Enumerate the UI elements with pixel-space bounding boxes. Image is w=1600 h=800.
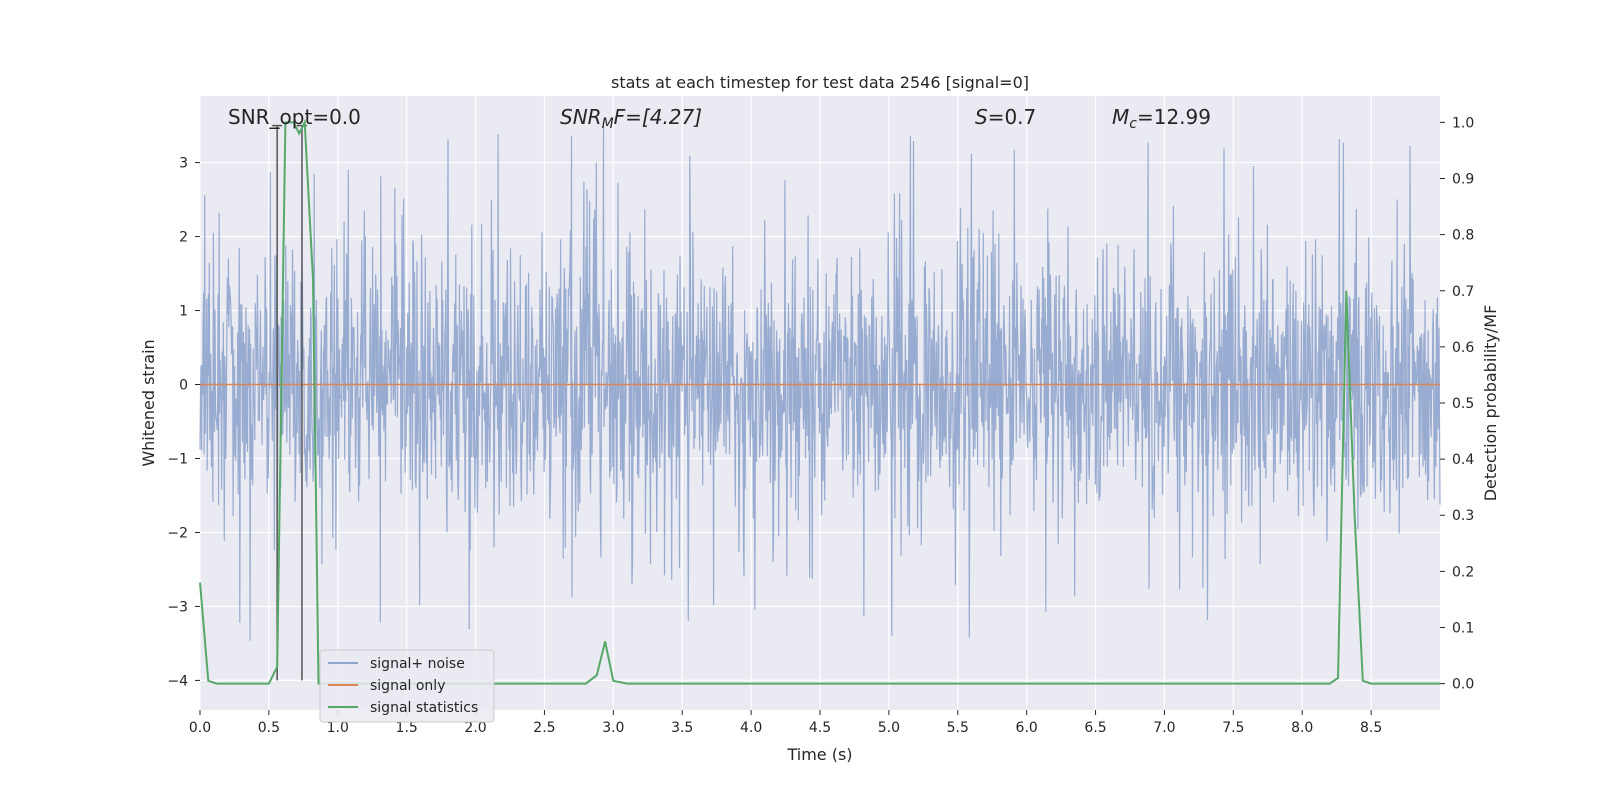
y2-tick-label-4: 0.6 [1452, 340, 1474, 356]
x-tick-label-8: 4.0 [740, 720, 762, 736]
y2-tick-label-10: 0.0 [1452, 677, 1474, 693]
annotation-mc: Mc=12.99 [1112, 105, 1211, 132]
legend-label-signal-plus-noise: signal+ noise [370, 656, 465, 672]
x-tick-label-0: 0.0 [189, 720, 211, 736]
y-tick-label-3: 0 [179, 378, 188, 394]
y2-tick-label-6: 0.4 [1452, 452, 1474, 468]
x-tick-label-11: 5.5 [947, 720, 969, 736]
mc-subscript: c [1129, 116, 1137, 132]
x-tick-label-3: 1.5 [396, 720, 418, 736]
x-tick-label-4: 2.0 [464, 720, 486, 736]
s-value: =0.7 [988, 105, 1037, 129]
x-tick-label-13: 6.5 [1084, 720, 1106, 736]
snr-mf-value: F=[4.27] [614, 105, 702, 129]
x-tick-label-7: 3.5 [671, 720, 693, 736]
legend-label-signal-only: signal only [370, 678, 445, 694]
x-tick-label-17: 8.5 [1360, 720, 1382, 736]
y-tick-label-1: 2 [179, 230, 188, 246]
mc-value: =12.99 [1137, 105, 1211, 129]
x-tick-label-1: 0.5 [258, 720, 280, 736]
x-tick-label-10: 5.0 [878, 720, 900, 736]
y2-tick-label-2: 0.8 [1452, 228, 1474, 244]
legend-label-signal-statistics: signal statistics [370, 700, 478, 716]
y2-tick-label-9: 0.1 [1452, 620, 1474, 636]
annotation-snr-opt: SNR_opt=0.0 [228, 105, 361, 129]
x-tick-label-2: 1.0 [327, 720, 349, 736]
y2-tick-label-8: 0.2 [1452, 564, 1474, 580]
noise-trace [199, 125, 1441, 641]
x-ticks: 0.0 0.5 1.0 1.5 2.0 2.5 3.0 3.5 4.0 4.5 5.0 5.5 6.0 6… [189, 710, 1382, 736]
series-signal-statistics [199, 118, 1440, 685]
series-signal-plus-noise [199, 125, 1441, 641]
mc-symbol: M [1112, 105, 1129, 129]
y2-tick-label-0: 1.0 [1452, 115, 1474, 131]
y2-tick-label-7: 0.3 [1452, 508, 1474, 524]
x-tick-label-6: 3.0 [602, 720, 624, 736]
annotation-s: S=0.7 [975, 105, 1036, 129]
y2-tick-label-3: 0.7 [1452, 284, 1474, 300]
y-tick-label-6: −3 [167, 599, 188, 615]
y2-axis-title: Detection probability/MF [1481, 305, 1500, 502]
legend-box [319, 649, 495, 723]
y-tick-label-4: −1 [167, 451, 188, 467]
signal-statistics-line [199, 118, 1440, 685]
y-tick-label-7: −4 [167, 673, 188, 689]
y-tick-label-2: 1 [179, 304, 188, 320]
x-tick-label-12: 6.0 [1016, 720, 1038, 736]
y-tick-label-5: −2 [167, 525, 188, 541]
annotation-snr-mf: SNRMF=[4.27] [560, 105, 702, 132]
y2-tick-label-1: 0.9 [1452, 172, 1474, 188]
x-tick-label-14: 7.0 [1153, 720, 1175, 736]
y2-ticks: 1.0 0.9 0.8 0.7 0.6 0.5 0.4 0.3 0.2 0.1 0.0 [1440, 115, 1474, 693]
snr-mf-subscript: M [602, 116, 614, 132]
y-tick-label-0: 3 [179, 156, 188, 172]
snr-mf-symbol: SNR [560, 105, 602, 129]
y-axis-title: Whitened strain [139, 339, 158, 466]
y-ticks: 3 2 1 0 −1 −2 −3 −4 [167, 156, 200, 689]
x-tick-label-5: 2.5 [533, 720, 555, 736]
y2-tick-label-5: 0.5 [1452, 396, 1474, 412]
s-symbol: S [975, 105, 988, 129]
x-tick-label-15: 7.5 [1222, 720, 1244, 736]
x-tick-label-9: 4.5 [809, 720, 831, 736]
x-tick-label-16: 8.0 [1291, 720, 1313, 736]
chart-title: stats at each timestep for test data 254… [611, 73, 1029, 92]
x-axis-title: Time (s) [786, 745, 852, 764]
legend: signal+ noise signal only signal statist… [319, 649, 495, 723]
